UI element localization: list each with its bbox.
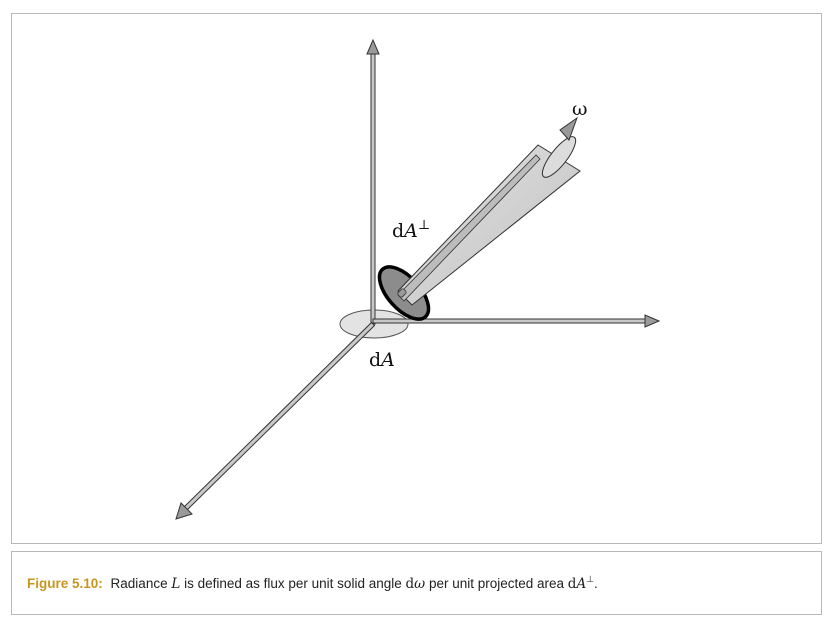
vertical-axis-arrowhead	[366, 38, 380, 55]
symbol-L: L	[171, 576, 181, 592]
symbol-perp: ⊥	[586, 574, 595, 584]
symbol-A: A	[576, 576, 587, 592]
depth-axis	[175, 321, 376, 520]
dA-label: dA	[369, 349, 395, 371]
omega-label: ω	[572, 98, 588, 120]
symbol-omega: ω	[414, 576, 426, 592]
symbol-d2: d	[567, 576, 577, 592]
caption-part-3: per unit projected area	[428, 576, 565, 591]
caption-part-2: is defined as flux per unit solid angle	[184, 576, 402, 591]
symbol-d: d	[405, 576, 415, 592]
vertical-axis	[366, 38, 380, 325]
figure-caption: Figure 5.10: Radiance L is defined as fl…	[11, 551, 822, 615]
caption-text: Figure 5.10: Radiance L is defined as fl…	[27, 574, 598, 592]
horizontal-axis	[372, 314, 661, 328]
direction-arrowhead	[559, 116, 579, 141]
caption-end: .	[594, 576, 598, 591]
depth-axis-arrowhead	[175, 502, 193, 520]
radiance-diagram: ω dA⊥ dA	[175, 38, 661, 520]
horizontal-axis-arrowhead	[644, 314, 661, 328]
figure-number: Figure 5.10:	[27, 576, 103, 591]
caption-part-1: Radiance	[110, 576, 168, 591]
figure-frame: ω dA⊥ dA	[11, 13, 822, 544]
solid-angle-cone	[397, 116, 581, 306]
dA-perp-label: dA⊥	[392, 218, 430, 242]
